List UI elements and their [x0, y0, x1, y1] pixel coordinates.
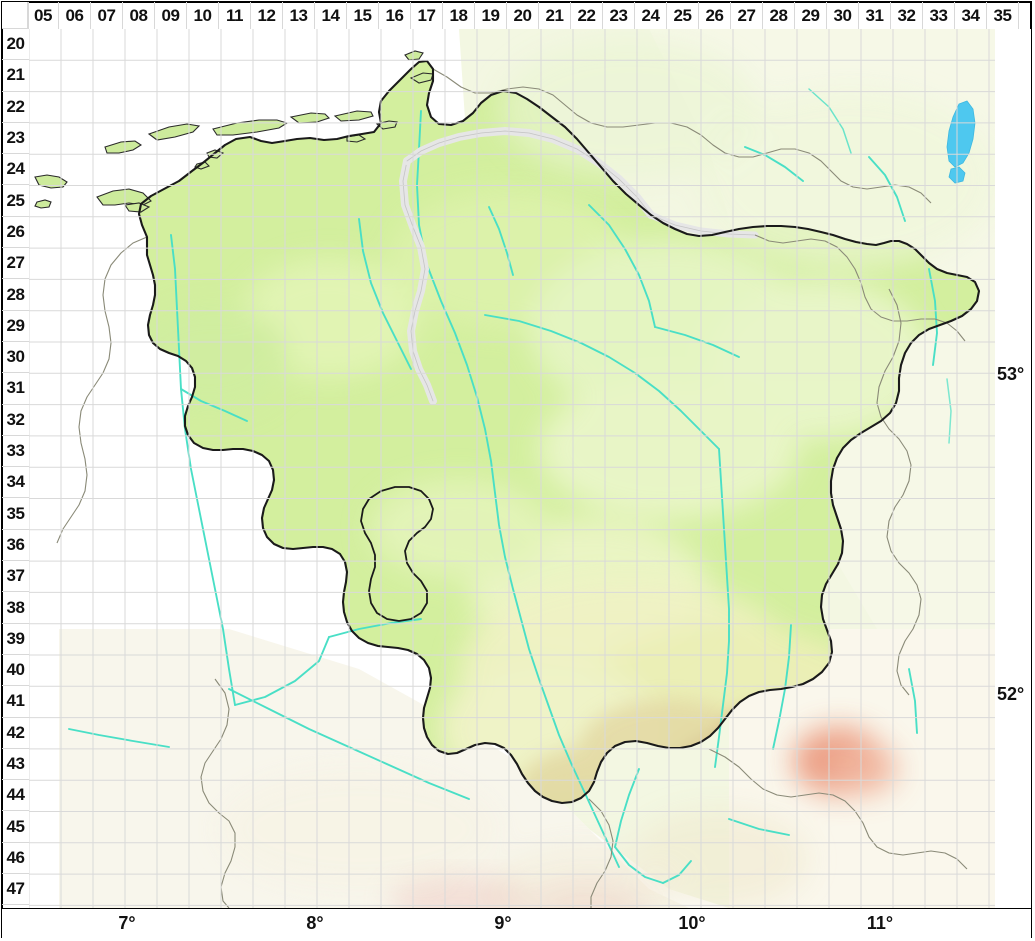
grid-column-label-15: 15	[347, 2, 379, 29]
grid-column-label-11: 11	[219, 2, 251, 29]
longitude-label-4: 11°	[866, 913, 894, 933]
grid-row-label-36: 36	[2, 530, 29, 562]
grid-row-label-45: 45	[2, 812, 29, 843]
grid-row-label-39: 39	[2, 624, 29, 655]
grid-row-label-22: 22	[2, 92, 29, 123]
topographic-map	[29, 29, 995, 908]
east-frisian-islands	[34, 50, 434, 213]
grid-row-label-31: 31	[2, 373, 29, 405]
map-viewport[interactable]	[29, 29, 995, 908]
grid-column-label-06: 06	[59, 2, 91, 29]
grid-column-label-07: 07	[91, 2, 123, 29]
grid-column-label-16: 16	[379, 2, 411, 29]
grid-column-label-22: 22	[571, 2, 603, 29]
row-header-strip: 20 21 22 23 24 25 26 27 28 29 30 31 32 33 34 35 36 37 38 39…	[2, 29, 29, 908]
grid-column-label-21: 21	[539, 2, 571, 29]
neighbour-borders	[56, 68, 968, 908]
grid-corner-box	[2, 2, 29, 29]
grid-column-label-34: 34	[955, 2, 987, 29]
grid-column-label-17: 17	[411, 2, 443, 29]
grid-column-label-19: 19	[475, 2, 507, 29]
grid-row-label-20: 20	[2, 29, 29, 61]
grid-column-label-10: 10	[187, 2, 219, 29]
grid-row-label-26: 26	[2, 217, 29, 249]
grid-column-label-09: 09	[155, 2, 187, 29]
grid-row-label-28: 28	[2, 279, 29, 311]
grid-column-label-29: 29	[795, 2, 827, 29]
column-header-strip: 05 06 07 08 09 10 11 12 13 14 15 16 17 18 19 20 21 22 23 24…	[0, 2, 1031, 29]
longitude-strip: 7° 8° 9° 10° 11°	[2, 908, 1031, 938]
grid-column-label-35: 35	[987, 2, 1019, 29]
grid-row-label-33: 33	[2, 436, 29, 468]
grid-column-label-27: 27	[731, 2, 763, 29]
grid-row-label-40: 40	[2, 655, 29, 687]
grid-row-label-34: 34	[2, 467, 29, 499]
grid-row-label-29: 29	[2, 311, 29, 342]
lake	[946, 100, 976, 184]
grid-row-label-44: 44	[2, 780, 29, 812]
grid-row-label-46: 46	[2, 843, 29, 875]
grid-row-label-24: 24	[2, 154, 29, 186]
grid-row-label-37: 37	[2, 561, 29, 593]
reference-grid	[29, 29, 995, 908]
grid-column-label-18: 18	[443, 2, 475, 29]
grid-row-label-47: 47	[2, 874, 29, 906]
grid-column-label-05: 05	[27, 2, 59, 29]
grid-row-label-30: 30	[2, 342, 29, 374]
grid-row-label-23: 23	[2, 123, 29, 155]
grid-row-label-25: 25	[2, 186, 29, 217]
neighbour-relief	[219, 39, 995, 908]
latitude-label-0: 53°	[997, 364, 1025, 384]
latitude-label-1: 52°	[997, 684, 1025, 704]
grid-row-label-32: 32	[2, 405, 29, 436]
grid-column-label-12: 12	[251, 2, 283, 29]
grid-column-label-13: 13	[283, 2, 315, 29]
grid-column-label-25: 25	[667, 2, 699, 29]
grid-row-label-27: 27	[2, 248, 29, 280]
longitude-label-1: 8°	[306, 913, 324, 933]
grid-column-label-28: 28	[763, 2, 795, 29]
grid-row-label-43: 43	[2, 749, 29, 781]
latitude-gutter: 53° 52°	[995, 29, 1031, 908]
longitude-label-0: 7°	[118, 913, 136, 933]
grid-column-label-33: 33	[923, 2, 955, 29]
longitude-label-3: 10°	[678, 913, 706, 933]
grid-column-label-30: 30	[827, 2, 859, 29]
grid-column-label-26: 26	[699, 2, 731, 29]
grid-row-label-42: 42	[2, 718, 29, 749]
grid-row-label-38: 38	[2, 592, 29, 624]
grid-column-label-08: 08	[123, 2, 155, 29]
longitude-label-2: 9°	[494, 913, 512, 933]
grid-column-label-20: 20	[507, 2, 539, 29]
grid-row-label-35: 35	[2, 499, 29, 530]
grid-column-label-23: 23	[603, 2, 635, 29]
grid-column-label-31: 31	[859, 2, 891, 29]
grid-row-label-21: 21	[2, 60, 29, 92]
grid-column-label-14: 14	[315, 2, 347, 29]
grid-column-label-24: 24	[635, 2, 667, 29]
city-state-enclaves	[360, 486, 434, 622]
grid-column-label-32: 32	[891, 2, 923, 29]
grid-row-label-41: 41	[2, 686, 29, 718]
